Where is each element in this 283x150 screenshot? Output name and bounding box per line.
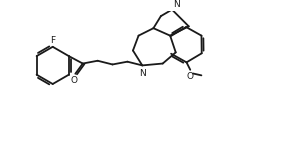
Text: O: O [187,72,194,81]
Text: F: F [50,36,55,45]
Text: N: N [139,69,146,78]
Text: O: O [71,76,78,85]
Text: N: N [173,0,180,9]
